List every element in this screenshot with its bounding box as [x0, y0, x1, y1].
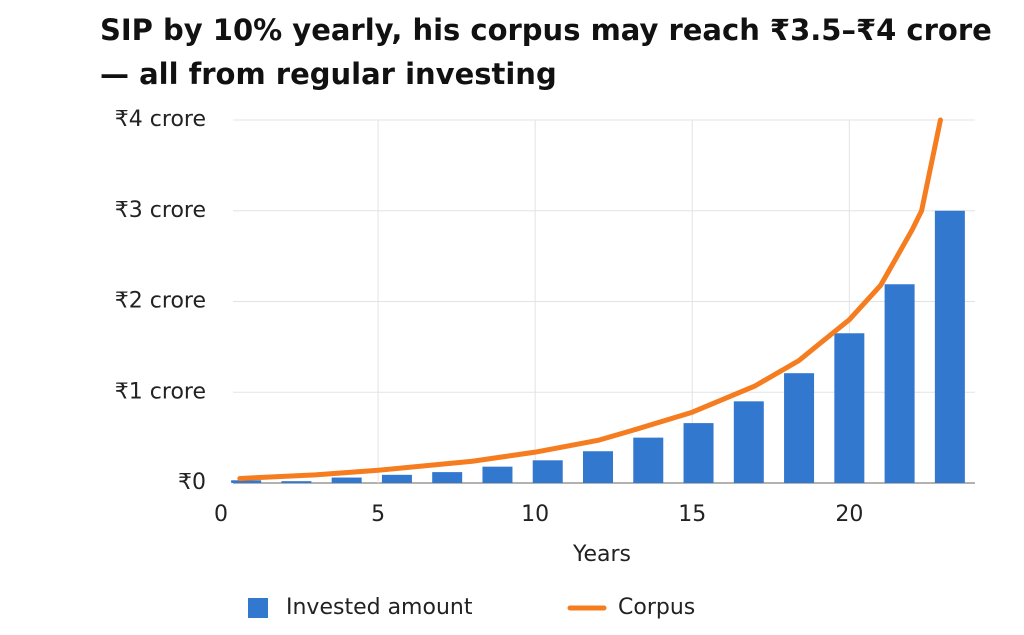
x-tick-label: 0 [214, 502, 228, 527]
line [237, 117, 943, 481]
bar [482, 466, 513, 483]
bar [381, 474, 412, 483]
x-tick-label: 20 [835, 502, 863, 527]
bar [633, 437, 664, 483]
chart-title: SIP by 10% yearly, his corpus may reach … [100, 13, 992, 91]
bar [432, 472, 463, 483]
bar [583, 451, 613, 483]
bar [281, 481, 312, 483]
y-tick-label: ₹3 crore [115, 198, 206, 223]
x-tick-label: 15 [678, 502, 706, 527]
bar [532, 460, 563, 483]
bar [934, 210, 965, 483]
bar [834, 333, 865, 483]
bar [683, 423, 714, 483]
y-tick-label: ₹2 crore [115, 289, 206, 314]
bar [733, 401, 764, 483]
x-tick-label: 10 [521, 502, 549, 527]
legend-label: Corpus [618, 595, 695, 620]
legend-label: Invested amount [286, 595, 473, 620]
bar [331, 477, 362, 483]
x-tick-label: 5 [371, 502, 385, 527]
bar [784, 373, 815, 483]
bar [884, 284, 915, 483]
legend-swatch [248, 598, 268, 618]
y-tick-label: ₹1 crore [115, 379, 206, 404]
x-axis-label: Years [572, 542, 631, 567]
y-tick-label: ₹0 [178, 470, 206, 495]
y-tick-label: ₹4 crore [115, 107, 206, 132]
bar [231, 480, 262, 483]
